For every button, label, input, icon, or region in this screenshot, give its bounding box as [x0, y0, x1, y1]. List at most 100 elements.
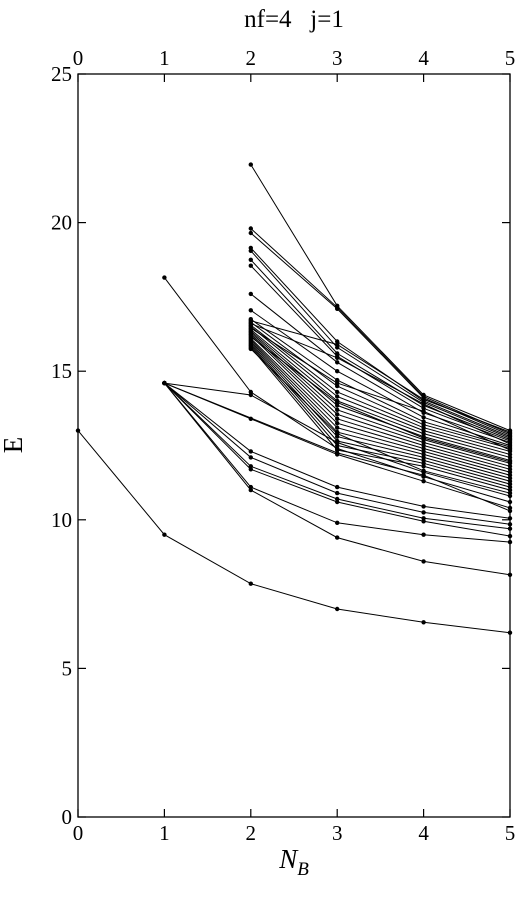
- series-line-40: [250, 336, 511, 463]
- series-line-1: [77, 430, 511, 634]
- data-point: [421, 415, 426, 420]
- y-tick-label: 15: [51, 359, 72, 383]
- series-line-22: [250, 321, 511, 449]
- data-point: [248, 321, 253, 326]
- plot-frame: [77, 73, 511, 818]
- series-line-34: [250, 344, 511, 485]
- data-point: [335, 490, 340, 496]
- data-point: [248, 484, 253, 490]
- x-tick-label: 4: [418, 821, 429, 845]
- series-line-36: [250, 347, 511, 491]
- data-point: [335, 535, 340, 540]
- data-point: [335, 484, 340, 490]
- series-line-39: [250, 327, 511, 451]
- data-point: [248, 162, 253, 167]
- x-tick-label-top: 1: [159, 46, 170, 70]
- series-line-11: [164, 382, 511, 512]
- y-axis-label: E: [0, 437, 28, 454]
- data-point: [335, 306, 340, 311]
- data-point: [248, 308, 253, 313]
- data-point: [248, 230, 253, 236]
- series-layer: [75, 162, 513, 635]
- series-line-26: [250, 330, 511, 461]
- data-point: [248, 263, 253, 268]
- series-line-38: [250, 323, 511, 445]
- data-point: [421, 473, 426, 478]
- series-line-31: [250, 339, 511, 476]
- y-tick-label: 5: [62, 656, 73, 680]
- data-point: [335, 412, 340, 417]
- data-point: [335, 496, 340, 502]
- data-point: [335, 389, 340, 395]
- x-axis-label-sub: B: [297, 859, 309, 880]
- data-point: [335, 355, 340, 360]
- data-point: [162, 532, 167, 537]
- data-point: [248, 248, 253, 253]
- data-point: [162, 380, 167, 386]
- series-line-29: [250, 335, 511, 470]
- y-tick-label: 20: [51, 211, 72, 235]
- x-tick-label: 2: [246, 821, 257, 845]
- series-line-37: [250, 320, 511, 433]
- series-line-32: [250, 341, 511, 479]
- data-point: [248, 581, 253, 586]
- data-point: [421, 532, 426, 537]
- x-tick-label: 3: [332, 821, 343, 845]
- y-tick-label: 10: [51, 508, 72, 532]
- data-point: [248, 389, 253, 395]
- data-point: [162, 275, 167, 280]
- data-point: [248, 325, 253, 331]
- series-line-35: [250, 345, 511, 488]
- data-point: [248, 291, 253, 297]
- data-point: [335, 369, 340, 374]
- data-point: [421, 401, 426, 407]
- data-point: [248, 334, 253, 340]
- x-tick-label: 5: [505, 821, 516, 845]
- data-point: [335, 431, 340, 436]
- data-point: [335, 380, 340, 386]
- data-point: [335, 421, 340, 426]
- y-tick-label: 0: [62, 805, 73, 829]
- data-point: [421, 397, 426, 402]
- series-line-19: [250, 293, 511, 443]
- data-point: [335, 520, 340, 525]
- x-axis-label-main: N: [278, 844, 299, 874]
- data-point: [335, 606, 340, 612]
- series-line-14: [250, 232, 511, 436]
- series-line-16: [250, 250, 511, 439]
- series-line-21: [250, 318, 511, 448]
- x-tick-label-top: 4: [418, 46, 429, 70]
- series-line-30: [250, 338, 511, 473]
- data-point: [335, 400, 340, 405]
- data-point: [421, 468, 426, 473]
- series-line-12: [250, 164, 511, 432]
- series-line-33: [250, 342, 511, 482]
- data-point: [421, 559, 426, 564]
- series-line-27: [250, 332, 511, 464]
- x-tick-label-top: 2: [246, 46, 257, 70]
- series-line-25: [250, 329, 511, 458]
- series-line-28: [250, 333, 511, 467]
- data-point: [421, 516, 426, 521]
- data-point: [421, 435, 426, 441]
- data-point: [335, 416, 340, 421]
- data-point: [335, 394, 340, 399]
- chart-title: nf=4 j=1: [244, 6, 344, 33]
- series-line-17: [250, 259, 511, 441]
- y-tick-label: 25: [51, 62, 72, 86]
- x-tick-label-top: 5: [505, 46, 516, 70]
- data-point: [335, 425, 340, 430]
- data-point: [335, 360, 340, 365]
- series-line-18: [250, 265, 511, 442]
- series-line-23: [250, 324, 511, 452]
- x-tick-label-top: 3: [332, 46, 343, 70]
- data-point: [335, 447, 340, 453]
- x-tick-label: 1: [159, 821, 170, 845]
- series-line-24: [250, 326, 511, 455]
- data-point: [248, 464, 253, 469]
- series-line-15: [250, 247, 511, 438]
- data-point: [248, 449, 253, 454]
- data-point: [421, 620, 426, 625]
- data-point: [421, 510, 426, 515]
